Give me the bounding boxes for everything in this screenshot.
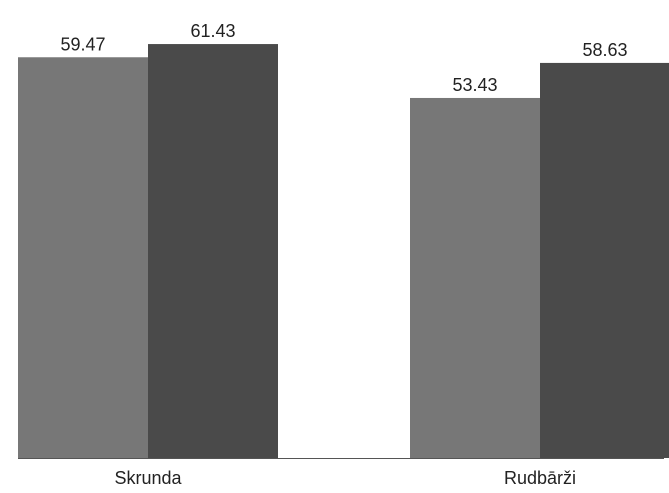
data-label: 61.43 (190, 21, 235, 41)
bar-skrunda-series-1 (18, 57, 148, 458)
x-tick-label: Skrunda (114, 468, 182, 488)
bar-rudbārži-series-2 (540, 62, 669, 458)
data-label: 53.43 (452, 75, 497, 95)
x-tick-label: Rudbārži (504, 468, 576, 488)
bar-skrunda-series-2 (148, 44, 278, 459)
data-label: 59.47 (60, 34, 105, 54)
bar-rudbārži-series-1 (410, 97, 540, 459)
data-label: 58.63 (582, 40, 627, 60)
